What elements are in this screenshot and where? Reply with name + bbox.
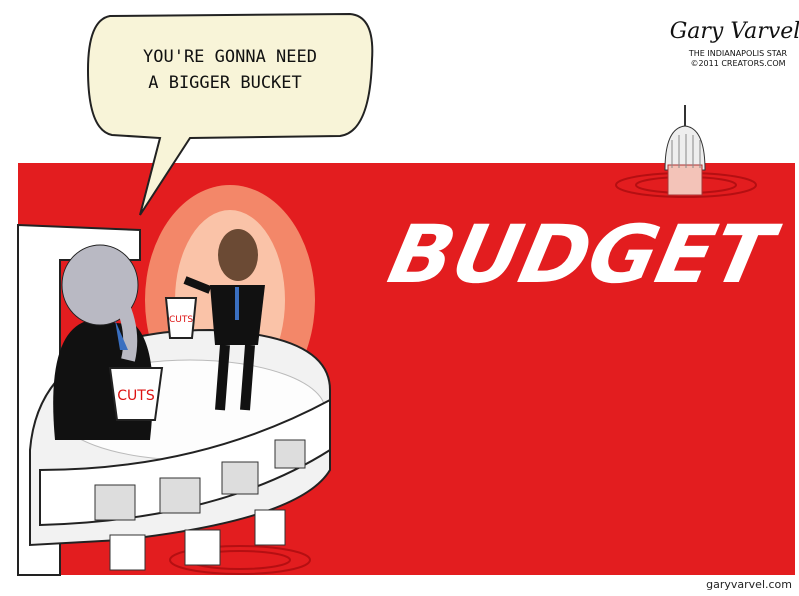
man-figure [183, 229, 265, 411]
bucket-label: CUTS [169, 315, 193, 325]
signature-line: THE INDIANAPOLIS STAR [688, 49, 788, 58]
speech-line: YOU'RE GONNA NEED [143, 47, 317, 67]
sea-text: BUDGET [381, 209, 787, 302]
signature: Gary Varvel [670, 19, 799, 44]
bucket-small: CUTS [164, 297, 198, 339]
footer: garyvarvel.com [706, 578, 792, 591]
bucket-large: CUTS [108, 367, 164, 421]
capitol-dome [664, 105, 706, 196]
bucket-label: CUTS [117, 388, 155, 404]
speech-line: A BIGGER BUCKET [148, 73, 302, 93]
signature-line: ©2011 CREATORS.COM [690, 59, 785, 68]
speech-bubble [86, 12, 374, 216]
